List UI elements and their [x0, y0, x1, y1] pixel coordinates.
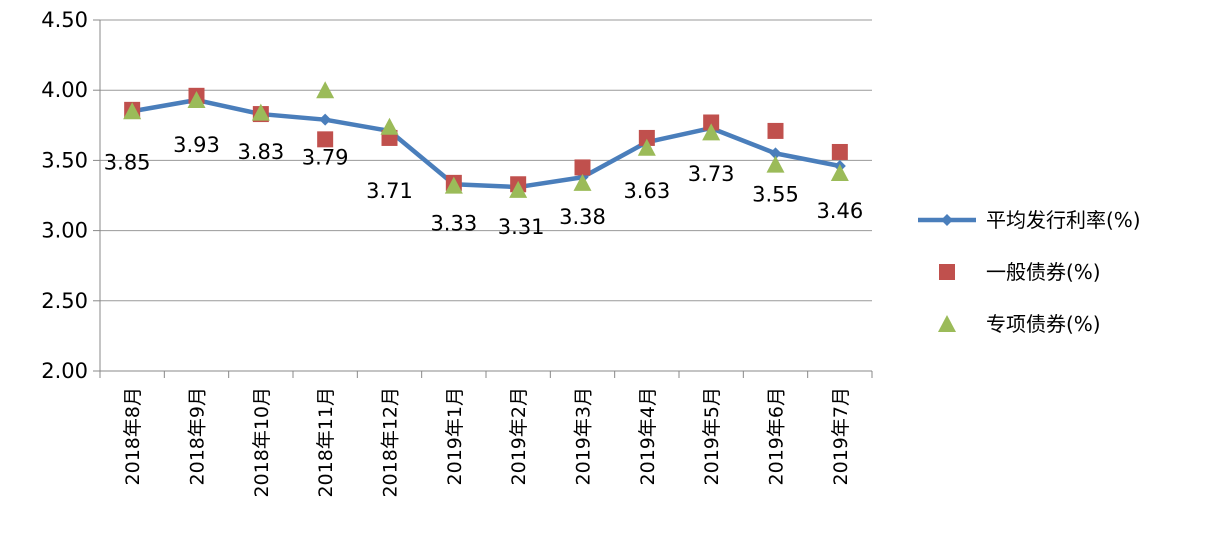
triangle-marker — [702, 123, 721, 141]
triangle-marker — [766, 155, 785, 173]
legend-label: 一般债券(%) — [986, 260, 1101, 284]
triangle-marker — [316, 81, 335, 99]
diamond-marker — [769, 147, 782, 160]
x-tick-label: 2018年8月 — [122, 387, 144, 485]
y-tick-label: 2.50 — [41, 289, 88, 313]
legend-label: 平均发行利率(%) — [986, 208, 1141, 232]
series-line-average — [129, 97, 843, 190]
data-label: 3.93 — [173, 133, 220, 157]
x-tick-label: 2019年6月 — [766, 387, 788, 485]
gridlines — [100, 19, 872, 302]
square-marker — [317, 131, 334, 148]
y-tick-label: 2.00 — [41, 359, 88, 383]
data-label: 3.71 — [366, 179, 413, 203]
data-label: 3.46 — [816, 199, 863, 223]
x-tick-label: 2019年1月 — [444, 387, 466, 485]
triangle-marker — [637, 138, 656, 156]
diamond-marker — [319, 113, 332, 126]
x-tick-label: 2019年5月 — [701, 387, 723, 485]
series — [123, 81, 849, 198]
triangle-marker — [123, 102, 142, 120]
triangle-marker — [187, 91, 206, 109]
y-tick-label: 4.00 — [41, 78, 88, 102]
y-tick-label: 3.00 — [41, 219, 88, 243]
x-tick-label: 2018年12月 — [380, 387, 402, 498]
square-marker — [703, 114, 720, 131]
x-tick-label: 2019年4月 — [637, 387, 659, 485]
diamond-marker — [941, 214, 953, 226]
data-labels: 3.85 3.93 3.83 3.79 3.71 3.33 3.31 3.38 3.63 3.73… — [104, 133, 863, 239]
data-label: 3.33 — [430, 211, 477, 235]
y-tick-label: 3.50 — [41, 148, 88, 172]
triangle-marker — [509, 180, 528, 198]
square-marker — [767, 122, 784, 139]
legend: 平均发行利率(%) 一般债券(%) 专项债券(%) — [918, 208, 1141, 336]
triangle-marker — [830, 164, 849, 182]
triangle-marker — [573, 173, 592, 191]
x-tick-label: 2019年3月 — [573, 387, 595, 485]
square-marker — [574, 159, 591, 176]
data-label: 3.83 — [237, 140, 284, 164]
data-label: 3.79 — [302, 146, 349, 170]
x-tick-label: 2018年10月 — [251, 387, 273, 498]
x-tick-label: 2019年2月 — [508, 387, 530, 485]
axes: 2.00 2.50 3.00 3.50 4.00 4.50 2018年8月 2018年9月 20… — [41, 8, 873, 498]
triangle-marker — [380, 117, 399, 135]
data-label: 3.63 — [623, 179, 670, 203]
triangle-marker — [251, 103, 270, 121]
x-tick-label: 2018年11月 — [315, 387, 337, 498]
data-label: 3.31 — [498, 215, 545, 239]
data-label: 3.85 — [104, 150, 151, 174]
triangle-marker — [938, 315, 956, 332]
data-label: 3.38 — [559, 205, 606, 229]
triangle-marker — [444, 176, 463, 194]
legend-label: 专项债券(%) — [986, 312, 1101, 336]
data-label: 3.73 — [688, 162, 735, 186]
square-marker — [939, 264, 955, 280]
x-tick-label: 2018年9月 — [187, 387, 209, 485]
square-marker — [638, 129, 655, 146]
y-tick-label: 4.50 — [41, 8, 88, 32]
data-label: 3.55 — [752, 182, 799, 206]
x-tick-label: 2019年7月 — [830, 387, 852, 485]
square-marker — [831, 143, 848, 160]
